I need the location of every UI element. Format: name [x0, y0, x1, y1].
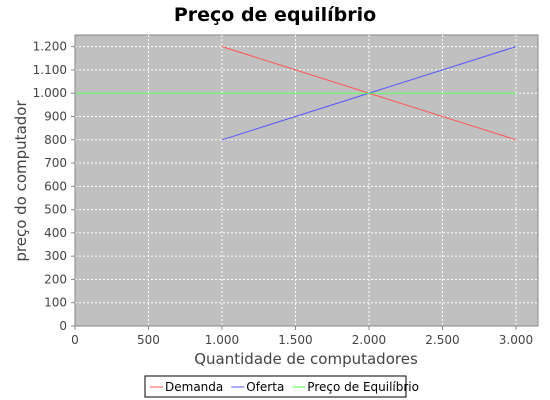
- y-axis-label: preço do computador: [12, 100, 30, 262]
- x-tick-label: 1.500: [278, 333, 312, 347]
- series-lines: [75, 46, 517, 141]
- x-tick-label: 0: [71, 333, 79, 347]
- axes: [74, 35, 538, 327]
- y-tick-label: 0: [59, 319, 67, 333]
- x-axis-label: Quantidade de computadores: [194, 350, 418, 368]
- legend-box: [144, 375, 407, 398]
- x-tick-label: 2.000: [352, 333, 386, 347]
- y-tick-label: 100: [44, 296, 67, 310]
- legend: Demanda Oferta Preço de Equilíbrio: [144, 375, 419, 398]
- y-tick-label: 700: [44, 156, 67, 170]
- legend-label-0: Demanda: [165, 380, 223, 394]
- legend-label-1: Oferta: [246, 380, 284, 394]
- chart-title: Preço de equilíbrio: [174, 4, 376, 26]
- y-tick-label: 400: [44, 226, 67, 240]
- y-tick-label: 500: [44, 203, 67, 217]
- x-axis-ticks: 0 500 1.000 1.500 2.000 2.500 3.000: [71, 326, 533, 347]
- x-tick-label: 3.000: [499, 333, 533, 347]
- y-tick-label: 800: [44, 133, 67, 147]
- plot-area: [74, 34, 539, 327]
- y-tick-label: 1.000: [33, 86, 67, 100]
- y-tick-label: 1.200: [33, 40, 67, 54]
- x-tick-label: 500: [137, 333, 160, 347]
- x-tick-label: 2.500: [425, 333, 459, 347]
- y-tick-label: 300: [44, 249, 67, 263]
- x-tick-label: 1.000: [205, 333, 239, 347]
- y-tick-label: 200: [44, 272, 67, 286]
- y-tick-label: 1.100: [33, 63, 67, 77]
- y-axis-ticks: 0 100 200 300 400 500 600 700 800 900 1.000 1.100 1.…: [33, 40, 75, 333]
- legend-label-2: Preço de Equilíbrio: [307, 380, 419, 394]
- y-tick-label: 600: [44, 179, 67, 193]
- y-tick-label: 900: [44, 109, 67, 123]
